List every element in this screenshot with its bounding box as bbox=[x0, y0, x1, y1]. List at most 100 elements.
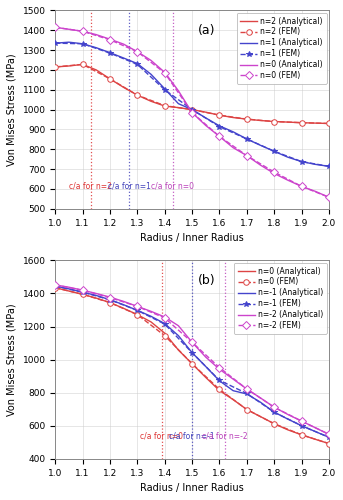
n=1 (FEM) bbox=[163, 87, 167, 93]
n=-1 (FEM) bbox=[135, 308, 139, 314]
n=-2 (FEM) bbox=[299, 418, 304, 424]
n=0 (Analytical) bbox=[81, 28, 85, 34]
n=-1 (Analytical) bbox=[163, 320, 167, 326]
n=1 (Analytical) bbox=[258, 142, 262, 148]
n=2 (Analytical) bbox=[94, 67, 98, 73]
n=-1 (Analytical) bbox=[108, 297, 112, 303]
n=2 (FEM) bbox=[135, 92, 139, 98]
Line: n=0 (Analytical): n=0 (Analytical) bbox=[55, 288, 329, 444]
n=1 (FEM) bbox=[53, 40, 57, 46]
n=1 (Analytical) bbox=[135, 60, 139, 66]
n=2 (Analytical) bbox=[204, 109, 208, 115]
n=1 (Analytical) bbox=[299, 158, 304, 164]
n=0 (Analytical) bbox=[121, 306, 126, 312]
n=2 (Analytical) bbox=[176, 104, 180, 110]
n=-1 (Analytical) bbox=[190, 350, 194, 356]
n=1 (Analytical) bbox=[190, 106, 194, 112]
n=0 (Analytical) bbox=[53, 24, 57, 30]
n=2 (Analytical) bbox=[313, 120, 317, 126]
n=1 (Analytical) bbox=[81, 41, 85, 47]
n=-2 (Analytical) bbox=[163, 314, 167, 320]
n=2 (FEM) bbox=[299, 120, 304, 126]
n=-2 (Analytical) bbox=[67, 284, 71, 290]
n=0 (Analytical) bbox=[53, 284, 57, 290]
n=0 (FEM) bbox=[108, 300, 112, 306]
n=0 (FEM) bbox=[190, 360, 194, 366]
n=2 (Analytical) bbox=[121, 84, 126, 90]
n=1 (Analytical) bbox=[53, 40, 57, 46]
n=-2 (Analytical) bbox=[149, 308, 153, 314]
Text: c/a for n=0: c/a for n=0 bbox=[141, 432, 184, 441]
n=-1 (Analytical) bbox=[176, 332, 180, 338]
n=2 (Analytical) bbox=[327, 120, 331, 126]
n=0 (FEM) bbox=[163, 70, 167, 76]
n=0 (FEM) bbox=[299, 184, 304, 190]
n=0 (Analytical) bbox=[231, 396, 235, 402]
n=-1 (Analytical) bbox=[217, 378, 222, 384]
n=-1 (Analytical) bbox=[135, 308, 139, 314]
n=0 (FEM) bbox=[53, 24, 57, 30]
n=1 (FEM) bbox=[81, 41, 85, 47]
n=-2 (Analytical) bbox=[53, 282, 57, 288]
Line: n=2 (Analytical): n=2 (Analytical) bbox=[55, 64, 329, 124]
n=-1 (FEM) bbox=[327, 434, 331, 440]
Text: (a): (a) bbox=[198, 24, 215, 38]
Line: n=1 (FEM): n=1 (FEM) bbox=[52, 40, 332, 169]
Text: c/a for n=0: c/a for n=0 bbox=[151, 182, 194, 191]
n=0 (Analytical) bbox=[299, 432, 304, 438]
n=-2 (Analytical) bbox=[313, 424, 317, 430]
n=2 (Analytical) bbox=[163, 103, 167, 109]
n=1 (FEM) bbox=[217, 124, 222, 130]
n=0 (FEM) bbox=[135, 48, 139, 54]
n=1 (Analytical) bbox=[67, 39, 71, 45]
n=-2 (Analytical) bbox=[299, 418, 304, 424]
n=2 (FEM) bbox=[190, 106, 194, 112]
n=-2 (FEM) bbox=[190, 340, 194, 345]
n=-2 (FEM) bbox=[108, 294, 112, 300]
Line: n=0 (FEM): n=0 (FEM) bbox=[52, 24, 332, 200]
n=1 (Analytical) bbox=[245, 136, 249, 142]
n=-1 (Analytical) bbox=[121, 302, 126, 308]
n=0 (Analytical) bbox=[313, 188, 317, 194]
n=0 (Analytical) bbox=[163, 330, 167, 336]
Legend: n=2 (Analytical), n=2 (FEM), n=1 (Analytical), n=1 (FEM), n=0 (Analytical), n=0 : n=2 (Analytical), n=2 (FEM), n=1 (Analyt… bbox=[237, 12, 327, 84]
n=2 (FEM) bbox=[245, 116, 249, 122]
n=1 (Analytical) bbox=[313, 162, 317, 168]
n=-2 (Analytical) bbox=[94, 290, 98, 296]
n=0 (Analytical) bbox=[286, 177, 290, 183]
n=-2 (FEM) bbox=[245, 386, 249, 392]
n=2 (FEM) bbox=[272, 118, 276, 124]
n=-1 (FEM) bbox=[245, 390, 249, 396]
n=0 (Analytical) bbox=[163, 70, 167, 75]
n=0 (Analytical) bbox=[231, 144, 235, 150]
Line: n=0 (Analytical): n=0 (Analytical) bbox=[55, 28, 329, 198]
n=0 (Analytical) bbox=[121, 41, 126, 47]
n=2 (FEM) bbox=[217, 112, 222, 118]
n=0 (FEM) bbox=[190, 110, 194, 116]
Legend: n=0 (Analytical), n=0 (FEM), n=-1 (Analytical), n=-1 (FEM), n=-2 (Analytical), n: n=0 (Analytical), n=0 (FEM), n=-1 (Analy… bbox=[234, 262, 327, 334]
n=0 (Analytical) bbox=[204, 122, 208, 128]
n=1 (Analytical) bbox=[217, 123, 222, 129]
n=-2 (FEM) bbox=[163, 315, 167, 321]
n=1 (Analytical) bbox=[327, 164, 331, 170]
n=-1 (Analytical) bbox=[258, 400, 262, 406]
n=2 (Analytical) bbox=[135, 92, 139, 98]
n=1 (FEM) bbox=[327, 164, 331, 170]
n=-1 (Analytical) bbox=[272, 409, 276, 415]
n=-2 (FEM) bbox=[81, 287, 85, 293]
n=0 (Analytical) bbox=[149, 319, 153, 325]
n=-1 (FEM) bbox=[163, 321, 167, 327]
n=1 (FEM) bbox=[190, 106, 194, 112]
n=0 (Analytical) bbox=[327, 194, 331, 200]
Y-axis label: Von Mises Stress (MPa): Von Mises Stress (MPa) bbox=[7, 304, 17, 416]
n=0 (FEM) bbox=[135, 312, 139, 318]
n=2 (Analytical) bbox=[272, 118, 276, 124]
n=1 (Analytical) bbox=[149, 72, 153, 78]
Y-axis label: Von Mises Stress (MPa): Von Mises Stress (MPa) bbox=[7, 54, 17, 166]
n=-2 (Analytical) bbox=[135, 304, 139, 310]
n=-2 (FEM) bbox=[327, 432, 331, 438]
n=2 (Analytical) bbox=[108, 76, 112, 82]
n=2 (Analytical) bbox=[149, 98, 153, 104]
n=0 (Analytical) bbox=[190, 110, 194, 116]
n=2 (Analytical) bbox=[231, 114, 235, 120]
